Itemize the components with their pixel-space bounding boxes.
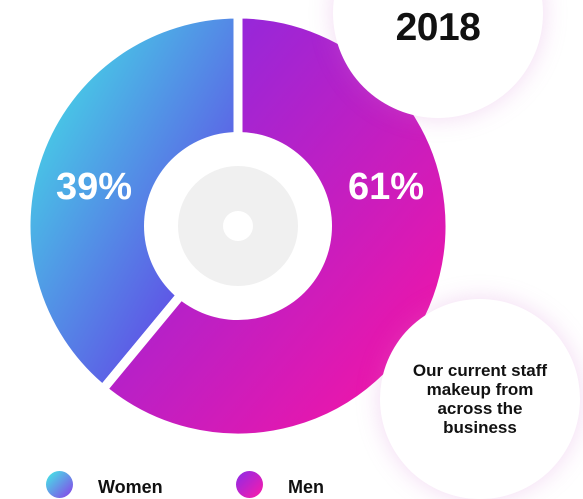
donut-slice-women — [21, 9, 243, 396]
caption-bubble: Our current staff makeup from across the… — [380, 299, 580, 499]
legend-label-women: Women — [98, 477, 163, 497]
caption-text: Our current staff makeup from across the… — [412, 361, 548, 437]
legend-swatch-men — [236, 471, 263, 498]
women-percent-label: 39% — [56, 166, 132, 208]
year-label: 2018 — [395, 6, 481, 49]
legend-label-men: Men — [288, 477, 324, 497]
legend-swatch-women — [46, 471, 73, 498]
men-percent-label: 61% — [348, 166, 424, 208]
center-dot — [223, 211, 253, 241]
